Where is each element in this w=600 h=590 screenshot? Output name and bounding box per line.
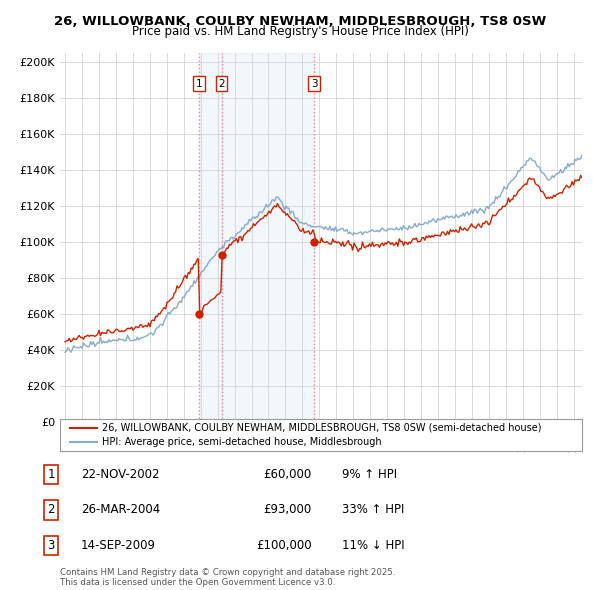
Text: 33% ↑ HPI: 33% ↑ HPI [342,503,404,516]
Text: 1: 1 [196,78,202,88]
Text: HPI: Average price, semi-detached house, Middlesbrough: HPI: Average price, semi-detached house,… [102,437,382,447]
Text: 11% ↓ HPI: 11% ↓ HPI [342,539,404,552]
Text: 14-SEP-2009: 14-SEP-2009 [81,539,156,552]
Text: 26, WILLOWBANK, COULBY NEWHAM, MIDDLESBROUGH, TS8 0SW: 26, WILLOWBANK, COULBY NEWHAM, MIDDLESBR… [54,15,546,28]
Bar [199,53,221,422]
Text: £100,000: £100,000 [256,539,312,552]
Text: 22-NOV-2002: 22-NOV-2002 [81,468,160,481]
Bar [221,53,314,422]
Text: 2: 2 [218,78,225,88]
Text: 26-MAR-2004: 26-MAR-2004 [81,503,160,516]
Text: Contains HM Land Registry data © Crown copyright and database right 2025.
This d: Contains HM Land Registry data © Crown c… [60,568,395,587]
Text: 26, WILLOWBANK, COULBY NEWHAM, MIDDLESBROUGH, TS8 0SW (semi-detached house): 26, WILLOWBANK, COULBY NEWHAM, MIDDLESBR… [102,423,541,433]
Text: 1: 1 [47,468,55,481]
Text: £60,000: £60,000 [264,468,312,481]
Text: 2: 2 [47,503,55,516]
Text: 9% ↑ HPI: 9% ↑ HPI [342,468,397,481]
Text: 3: 3 [47,539,55,552]
Text: £93,000: £93,000 [264,503,312,516]
Text: 3: 3 [311,78,318,88]
Text: Price paid vs. HM Land Registry's House Price Index (HPI): Price paid vs. HM Land Registry's House … [131,25,469,38]
